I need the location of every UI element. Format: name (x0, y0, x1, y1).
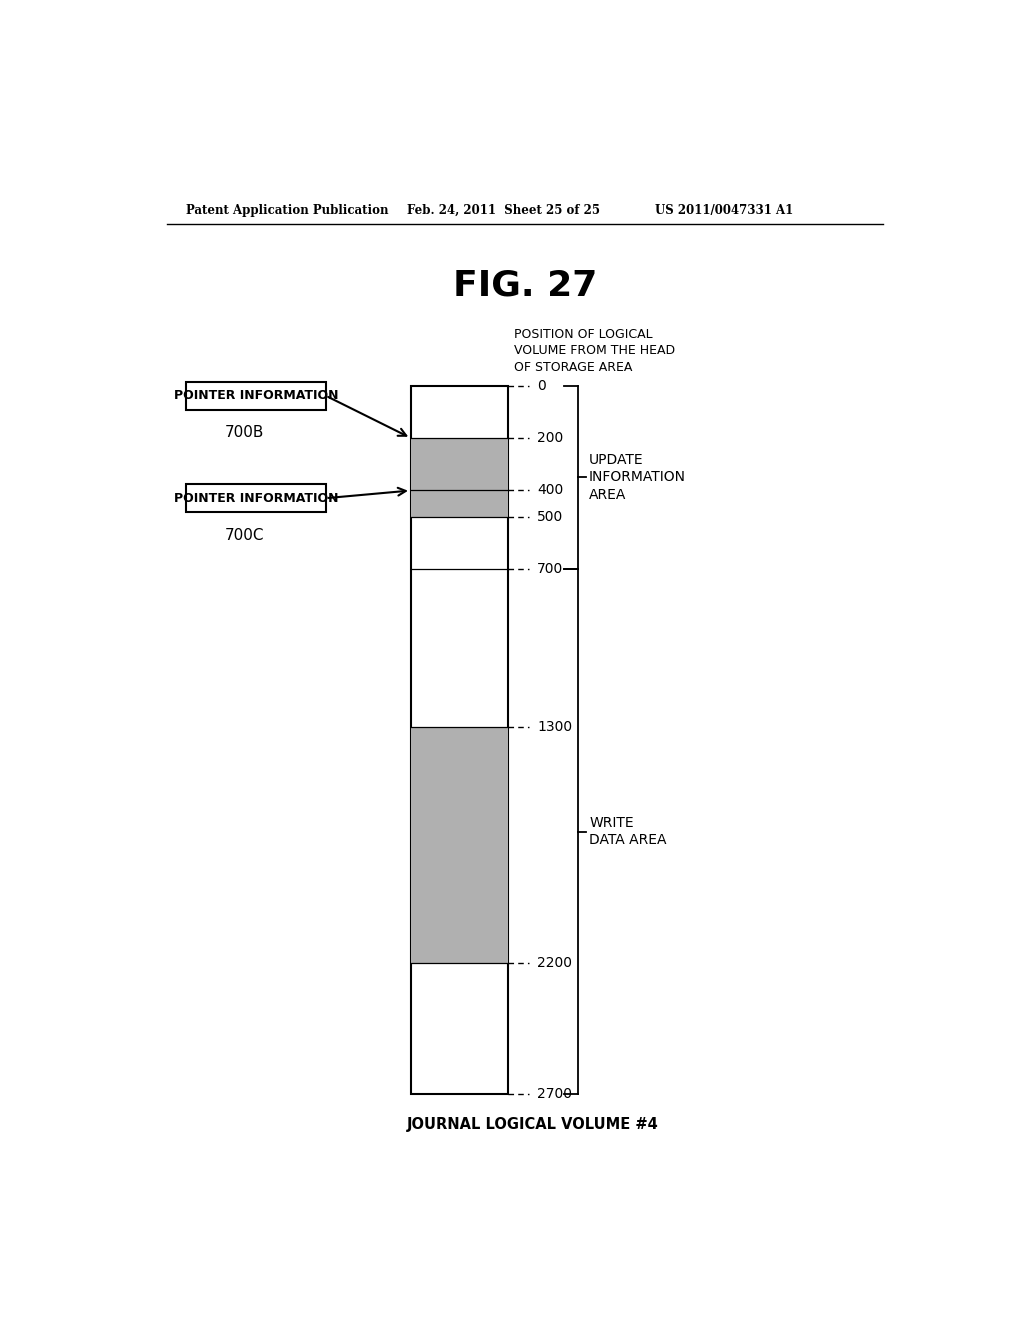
Text: 200: 200 (538, 432, 563, 445)
Text: 500: 500 (538, 510, 563, 524)
Bar (411, 385, 508, 1094)
Text: 700: 700 (538, 562, 563, 577)
Text: 2700: 2700 (538, 1086, 572, 1101)
Bar (186, 484, 326, 512)
Text: POSITION OF LOGICAL
VOLUME FROM THE HEAD
OF STORAGE AREA: POSITION OF LOGICAL VOLUME FROM THE HEAD… (514, 327, 675, 374)
Text: 1300: 1300 (538, 719, 572, 734)
Bar (411, 726, 508, 962)
Text: Patent Application Publication: Patent Application Publication (186, 205, 389, 218)
Text: Feb. 24, 2011  Sheet 25 of 25: Feb. 24, 2011 Sheet 25 of 25 (407, 205, 600, 218)
Text: JOURNAL LOGICAL VOLUME #4: JOURNAL LOGICAL VOLUME #4 (407, 1117, 658, 1133)
Text: POINTER INFORMATION: POINTER INFORMATION (174, 389, 338, 403)
Text: WRITE
DATA AREA: WRITE DATA AREA (589, 816, 667, 847)
Text: 700C: 700C (224, 528, 264, 543)
Text: POINTER INFORMATION: POINTER INFORMATION (174, 491, 338, 504)
Text: UPDATE
INFORMATION
AREA: UPDATE INFORMATION AREA (589, 453, 686, 502)
Text: 400: 400 (538, 483, 563, 498)
Bar (411, 438, 508, 516)
Bar (186, 381, 326, 409)
Text: FIG. 27: FIG. 27 (453, 268, 597, 302)
Text: 2200: 2200 (538, 956, 572, 970)
Text: US 2011/0047331 A1: US 2011/0047331 A1 (655, 205, 794, 218)
Text: 700B: 700B (224, 425, 264, 440)
Text: 0: 0 (538, 379, 546, 392)
